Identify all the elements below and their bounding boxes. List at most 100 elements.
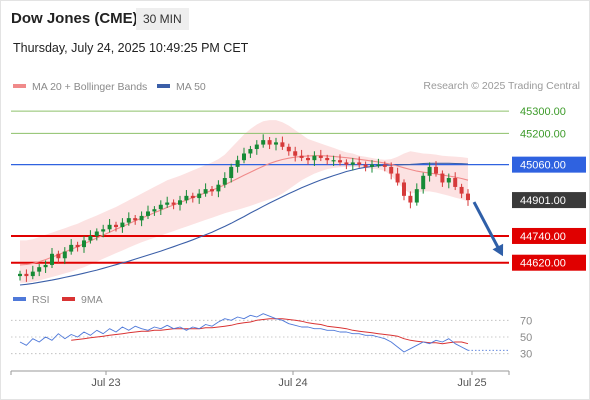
candle-body [69,244,74,252]
candle-body [318,155,323,158]
candle-body [325,157,330,161]
candle-body [152,209,157,212]
bollinger-band [20,120,468,283]
candle-body [37,267,42,272]
candle-body [306,157,310,161]
level-label-45300.00: 45300.00 [520,106,566,118]
candle-body [88,235,93,241]
level-tag-44740.00 [512,227,586,244]
level-label-45060.00: 45060.00 [520,160,566,172]
rsi-tick-70: 70 [520,315,532,327]
candle-body [229,166,234,179]
x-tick-label-Jul 25: Jul 25 [457,377,486,389]
candle-body [146,211,150,216]
candle-body [203,189,208,194]
candle-body [357,162,362,165]
candle-body [242,153,246,161]
candle-body [370,164,374,167]
x-tick-label-Jul 23: Jul 23 [91,377,120,389]
timeframe-badge[interactable]: 30 MIN [136,8,189,30]
candle-body [402,182,406,196]
rsi-line [19,313,469,353]
level-label-45200.00: 45200.00 [520,128,566,140]
candle-body [293,151,298,156]
candle-body [75,244,80,248]
candle-body [24,273,29,277]
last-price-label: 44901.00 [520,195,566,207]
level-label-44620.00: 44620.00 [520,258,566,270]
candle-body [312,155,317,161]
legend-swatch-ma20 [13,84,26,88]
candle-body [94,231,99,236]
candle-body [133,218,138,221]
rsi-tick-30: 30 [520,349,532,361]
candle-body [408,195,413,203]
candle-body [421,175,426,190]
instrument-title: Dow Jones (CME) [11,10,138,27]
candle-body [453,178,458,187]
candle-body [459,186,464,194]
candles-group [18,134,470,282]
candle-body [235,160,240,167]
legend-label-ma50: MA 50 [176,81,206,93]
candle-body [427,166,432,176]
candle-body [158,204,163,210]
candle-body [114,224,118,228]
candle-body [101,229,106,232]
candle-body [43,264,48,268]
rsi-tick-50: 50 [520,332,532,344]
candle-body [50,253,54,265]
candle-body [466,193,470,201]
candle-body [190,195,195,199]
candle-body [184,195,189,201]
candle-body [126,218,131,223]
candle-body [248,149,253,154]
candle-body [30,271,35,277]
legend-swatch-rsi-ma [62,297,75,301]
candle-body [62,251,67,259]
copyright-text: Research © 2025 Trading Central [423,80,580,92]
rsi-ma-line [71,318,469,345]
candle-body [178,200,182,205]
candle-body [280,142,285,147]
projection-arrow-head [492,243,504,257]
legend-swatch-ma50 [157,84,170,88]
candle-body [210,189,214,192]
candle-body [363,164,368,167]
candle-body [254,144,259,150]
candle-body [274,142,278,145]
candle-body [216,184,221,192]
chart-datetime: Thursday, July 24, 2025 10:49:25 PM CET [13,41,249,55]
level-tag-45060.00 [512,156,586,173]
candle-body [338,160,342,163]
candle-body [82,240,86,248]
level-label-44740.00: 44740.00 [520,231,566,243]
candle-body [389,166,394,174]
candle-body [120,222,125,228]
legend-label-rsi-ma: 9MA [81,294,103,306]
candle-body [395,173,400,183]
candle-body [382,164,387,167]
candle-body [171,202,176,205]
candle-body [56,253,61,259]
level-tag-44620.00 [512,254,586,271]
candle-body [18,273,22,277]
last-price-tag [512,192,586,209]
candle-body [440,173,445,183]
legend-swatch-rsi [13,297,26,301]
candle-body [299,155,304,158]
candle-body [376,164,381,166]
candle-body [434,166,438,174]
candle-body [446,178,451,183]
candle-body [165,202,170,205]
candle-body [344,162,349,165]
candle-body [331,160,336,162]
candle-body [222,178,227,185]
candle-body [286,146,291,152]
candle-body [414,189,419,203]
x-tick-label-Jul 24: Jul 24 [278,377,307,389]
candle-body [197,193,202,199]
candle-body [267,140,272,145]
candle-body [107,224,112,230]
